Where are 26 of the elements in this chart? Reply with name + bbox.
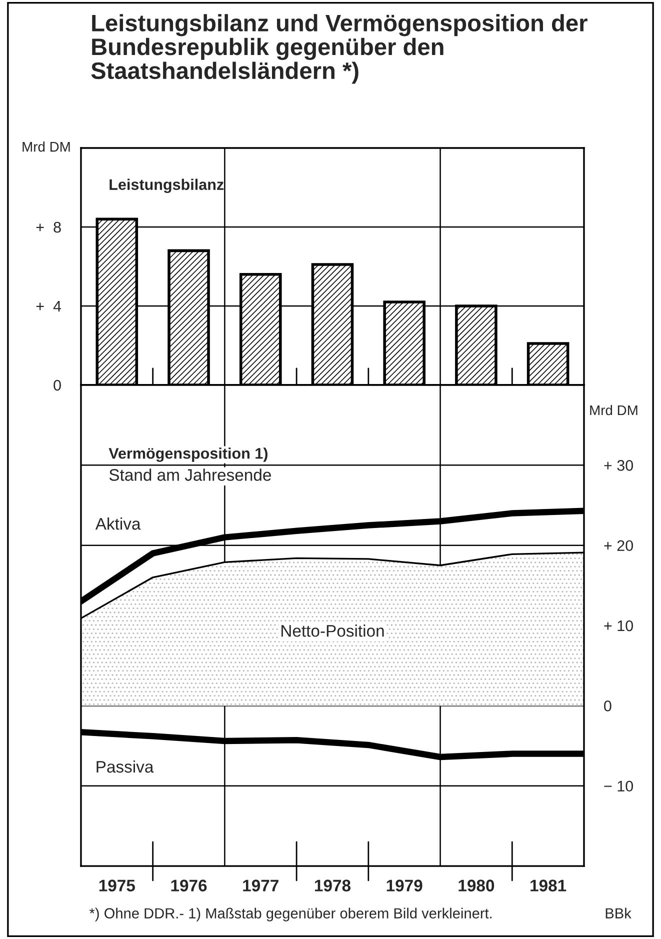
text: Stand am Jahresende — [109, 468, 271, 481]
y-tick-label: − 10 — [604, 780, 633, 792]
y-tick-label: 0 — [54, 380, 61, 391]
text: Leistungsbilanz — [110, 178, 224, 194]
x-tick-label: 1981 — [530, 880, 566, 892]
y-axis-title: Mrd DM — [22, 142, 70, 152]
x-tick-label: 1976 — [171, 880, 207, 892]
y-tick-label: 0 — [604, 700, 612, 712]
x-tick-label: 1980 — [458, 880, 494, 892]
series-label: Aktiva — [95, 518, 141, 530]
y-tick-label: + 8 — [36, 222, 61, 233]
text: *) Ohne DDR.- 1) Maßstab gegenüber oberem Bild verkleinert. — [89, 908, 492, 922]
text: Vermögensposition 1) — [108, 448, 268, 462]
y-tick-label: + 4 — [36, 301, 62, 312]
x-tick-label: 1979 — [386, 880, 422, 892]
x-tick-label: 1977 — [243, 880, 278, 892]
chart-title: Leistungsbilanz und Vermögensposition der Bundesrepublik gegenüber den Staatshandelsländern *) — [91, 14, 588, 84]
x-tick-label: 1975 — [99, 880, 135, 892]
y-tick-label: + 20 — [604, 540, 633, 552]
x-tick-label: 1978 — [314, 880, 351, 892]
text: BBk — [606, 908, 632, 918]
y-tick-label: + 10 — [604, 620, 633, 632]
y-tick-label: + 30 — [604, 460, 633, 471]
series-label: Netto-Position — [282, 624, 384, 637]
y-axis-title: Mrd DM — [590, 404, 638, 416]
series-label: Passiva — [96, 760, 154, 773]
